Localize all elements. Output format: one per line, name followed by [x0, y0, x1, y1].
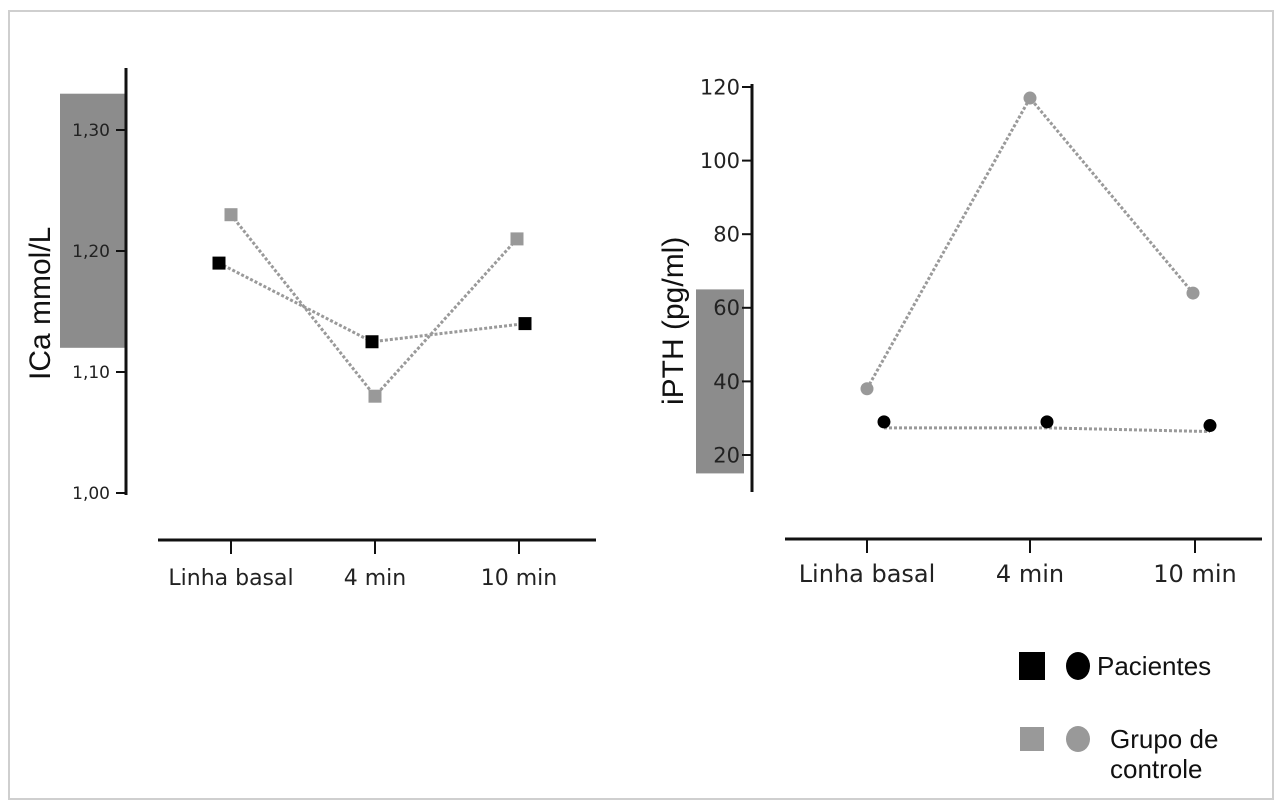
- legend: Pacientes Grupo de controle: [1019, 651, 1218, 780]
- ipth-series-1-point-0: [860, 382, 874, 396]
- ipth-series-0-point-0: [877, 415, 891, 429]
- legend-patients-label: Pacientes: [1097, 651, 1211, 681]
- ipth-y-tick-label-5: 120: [700, 75, 740, 99]
- ipth-series-0-point-2: [1203, 419, 1217, 433]
- figure-canvas: 1,001,101,201,30 Linha basal 4 min 10 min …: [24, 68, 1262, 780]
- ipth-y-tick-label-4: 100: [700, 149, 740, 173]
- ica-chart: 1,001,101,201,30 Linha basal 4 min 10 min …: [24, 68, 596, 591]
- ipth-x-tick-label-2: 10 min: [1153, 560, 1236, 588]
- ipth-y-tick-label-2: 60: [713, 296, 740, 320]
- ica-x-tick-label-0: Linha basal: [168, 566, 293, 591]
- ipth-y-ticks: 20 40 60 80 100 120: [700, 75, 752, 467]
- ica-series-0-point-2: [518, 317, 532, 331]
- ipth-series-0-point-1: [1040, 415, 1054, 429]
- legend-patients-square-marker: [1019, 652, 1045, 680]
- ica-series-1-point-2: [510, 232, 524, 246]
- ica-y-tick-label-0: 1,00: [72, 484, 110, 504]
- ipth-series: [860, 91, 1217, 434]
- ipth-x-tick-label-1: 4 min: [996, 560, 1064, 588]
- ica-reference-band: [60, 93, 126, 348]
- ica-series-1-point-0: [224, 208, 238, 222]
- legend-control-square-marker: [1020, 727, 1044, 751]
- ipth-series-1-point-1: [1023, 91, 1037, 105]
- ipth-reference-band: [696, 289, 744, 474]
- ica-y-axis-title: ICa mmol/L: [24, 227, 57, 380]
- ipth-y-tick-label-1: 40: [713, 370, 740, 394]
- ica-series: [212, 208, 532, 403]
- legend-control-circle-marker: [1066, 726, 1090, 752]
- ipth-x-ticks: Linha basal 4 min 10 min: [799, 539, 1237, 588]
- ipth-x-tick-label-0: Linha basal: [799, 560, 936, 588]
- ica-x-tick-label-1: 4 min: [344, 566, 406, 591]
- ica-y-tick-label-3: 1,30: [72, 121, 110, 141]
- ipth-y-tick-label-3: 80: [713, 223, 740, 247]
- ica-y-tick-label-1: 1,10: [72, 363, 110, 383]
- ica-x-ticks: Linha basal 4 min 10 min: [168, 540, 557, 591]
- legend-control-label: Grupo de controle: [1110, 724, 1218, 780]
- ipth-y-axis-title: iPTH (pg/ml): [657, 237, 690, 405]
- ica-series-0-point-1: [365, 335, 379, 349]
- legend-patients-circle-marker: [1066, 652, 1090, 680]
- ipth-series-1-line: [865, 95, 1195, 390]
- ipth-series-0-line: [884, 426, 1211, 434]
- ipth-y-tick-label-0: 20: [713, 443, 740, 467]
- ica-series-1-point-1: [368, 389, 382, 403]
- ica-series-0-point-0: [212, 256, 226, 270]
- ica-y-tick-label-2: 1,20: [72, 242, 110, 262]
- ica-series-0-line: [218, 261, 526, 344]
- ipth-series-1-point-2: [1186, 286, 1200, 300]
- ipth-chart: 20 40 60 80 100 120 Linha basal 4 min 10 min iP…: [657, 75, 1262, 588]
- ica-x-tick-label-2: 10 min: [481, 566, 557, 591]
- ica-y-ticks: 1,00 1,10 1,20 1,30: [72, 121, 126, 504]
- ica-series-1-line: [229, 213, 519, 399]
